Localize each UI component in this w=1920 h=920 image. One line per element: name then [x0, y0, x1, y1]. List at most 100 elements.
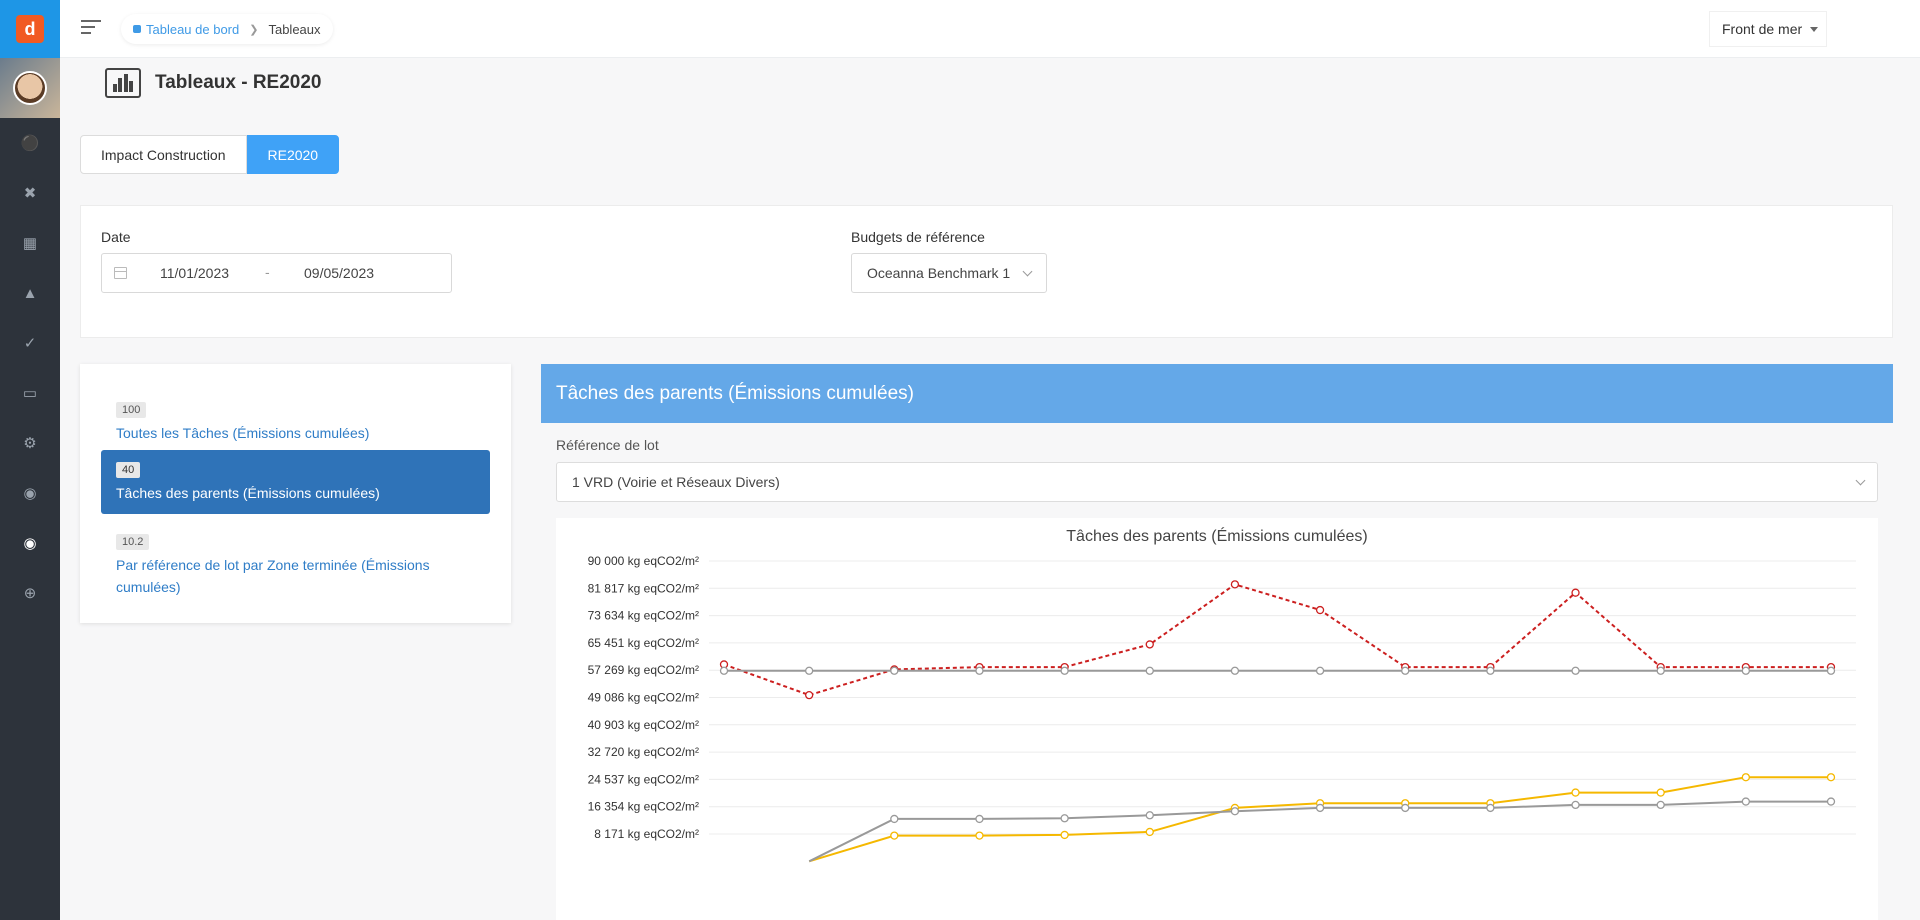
palette-icon[interactable]: ◉ [23, 485, 37, 502]
data-point[interactable] [719, 666, 729, 675]
data-point[interactable] [1571, 588, 1580, 597]
data-point[interactable] [1571, 666, 1580, 675]
data-point[interactable] [1826, 773, 1836, 782]
chevron-down-icon [1022, 266, 1033, 277]
dashboard-icon [133, 25, 141, 33]
budget-select-value: Oceanna Benchmark 1 [867, 265, 1011, 281]
breadcrumb-current: Tableaux [268, 21, 321, 37]
data-point[interactable] [1315, 803, 1325, 813]
line-chart: 90 000 kg eqCO2/m² 81 817 kg eqCO2/m² 73 6… [556, 518, 1878, 920]
y-tick-label: 8 171 kg eqCO2/m² [594, 827, 699, 841]
data-point[interactable] [1145, 811, 1154, 820]
data-point[interactable] [805, 666, 814, 675]
data-point[interactable] [1315, 605, 1325, 615]
sidebar: d ⚫ ✖ ▦ ▲ ✓ ▭ ⚙ ◉ ◉ ⊕ [0, 0, 60, 920]
caret-down-icon [1810, 27, 1818, 32]
tools-icon[interactable]: ✖ [23, 185, 37, 202]
y-tick-label: 32 720 kg eqCO2/m² [588, 745, 699, 759]
date-end-input[interactable] [304, 265, 414, 281]
tree-icon[interactable]: ▲ [22, 284, 38, 302]
lot-reference-select[interactable]: 1 VRD (Voirie et Réseaux Divers) [556, 462, 1878, 502]
data-point[interactable] [1741, 773, 1750, 782]
breadcrumb-home-link[interactable]: Tableau de bord [133, 22, 239, 37]
data-point[interactable] [1145, 827, 1154, 837]
chart-panel: Tâches des parents (Émissions cumulées) … [541, 364, 1893, 920]
plus-circle-icon[interactable]: ⊕ [23, 585, 37, 602]
data-point[interactable] [1230, 666, 1240, 675]
building-icon[interactable]: ▦ [22, 235, 38, 252]
data-point[interactable] [1826, 797, 1836, 806]
report-list: 100 Toutes les Tâches (Émissions cumulée… [80, 364, 511, 623]
data-point[interactable] [1741, 797, 1750, 806]
data-point[interactable] [975, 831, 984, 840]
dashboard-tabs: Impact Construction RE2020 [80, 135, 340, 174]
tab-re2020[interactable]: RE2020 [246, 135, 340, 174]
budget-select[interactable]: Oceanna Benchmark 1 [851, 253, 1047, 293]
gear-icon[interactable]: ⚙ [23, 435, 37, 452]
y-tick-label: 90 000 kg eqCO2/m² [588, 554, 699, 568]
data-point[interactable] [890, 666, 899, 675]
page-title: Tableaux - RE2020 [155, 72, 322, 93]
breadcrumb-home-label: Tableau de bord [146, 21, 240, 37]
data-point[interactable] [1486, 803, 1495, 813]
data-point[interactable] [1656, 788, 1665, 797]
lot-reference-value: 1 VRD (Voirie et Réseaux Divers) [572, 474, 780, 490]
data-point[interactable] [1826, 666, 1836, 675]
date-label: Date [101, 229, 131, 245]
data-point[interactable] [1571, 800, 1580, 810]
data-point[interactable] [890, 814, 899, 824]
data-point[interactable] [975, 814, 984, 824]
site-selector-value: Front de mer [1722, 21, 1803, 37]
report-item-by-lot-zone[interactable]: 10.2 Par référence de lot par Zone termi… [101, 522, 490, 608]
y-tick-label: 65 451 kg eqCO2/m² [588, 636, 699, 650]
briefcase-icon[interactable]: ⚫ [20, 135, 40, 152]
data-point[interactable] [1656, 800, 1665, 810]
data-point[interactable] [890, 831, 899, 840]
y-tick-label: 81 817 kg eqCO2/m² [588, 581, 699, 595]
data-point[interactable] [1145, 666, 1154, 675]
data-point[interactable] [805, 690, 814, 700]
data-point[interactable] [1656, 666, 1665, 675]
top-bar: Tableau de bord ❯ Tableaux Front de mer [60, 0, 1920, 58]
chart-canvas: 90 000 kg eqCO2/m² 81 817 kg eqCO2/m² 73 6… [588, 554, 1856, 863]
data-point[interactable] [1060, 666, 1069, 675]
y-tick-label: 40 903 kg eqCO2/m² [588, 718, 699, 732]
data-point[interactable] [1145, 640, 1154, 649]
sidebar-avatar[interactable] [0, 58, 60, 118]
tab-impact-construction[interactable]: Impact Construction [80, 135, 247, 174]
calendar-icon [114, 267, 127, 279]
date-start-input[interactable] [160, 265, 270, 281]
date-range-picker[interactable]: - [101, 253, 452, 293]
site-selector[interactable]: Front de mer [1709, 11, 1827, 47]
y-tick-label: 57 269 kg eqCO2/m² [588, 663, 699, 677]
data-point[interactable] [1315, 666, 1325, 675]
folder-icon[interactable]: ▭ [22, 385, 38, 402]
chart-icon[interactable]: ◉ [23, 535, 37, 552]
data-point[interactable] [1571, 788, 1580, 797]
data-point[interactable] [1401, 803, 1410, 813]
avatar-face [13, 71, 47, 105]
data-point[interactable] [1486, 666, 1495, 675]
y-tick-label: 16 354 kg eqCO2/m² [588, 800, 699, 814]
menu-toggle-icon[interactable] [81, 20, 101, 34]
report-item-parent-tasks[interactable]: 40 Tâches des parents (Émissions cumulée… [101, 450, 490, 514]
data-point[interactable] [1060, 830, 1069, 840]
report-badge: 100 [116, 402, 147, 418]
chart-title: Tâches des parents (Émissions cumulées) [1066, 528, 1368, 545]
chevron-down-icon [1855, 475, 1866, 486]
data-point[interactable] [1060, 814, 1069, 823]
report-label: Toutes les Tâches (Émissions cumulées) [116, 425, 370, 441]
data-point[interactable] [1741, 666, 1750, 675]
data-point[interactable] [1230, 807, 1240, 816]
data-point[interactable] [1230, 580, 1240, 589]
chevron-right-icon: ❯ [249, 23, 259, 36]
logo-letter: d [16, 15, 44, 43]
chart-panel-header: Tâches des parents (Émissions cumulées) [541, 364, 1893, 423]
report-item-all-tasks[interactable]: 100 Toutes les Tâches (Émissions cumulée… [101, 390, 490, 454]
lot-reference-label: Référence de lot [556, 437, 659, 453]
app-logo[interactable]: d [0, 0, 60, 58]
report-label: Tâches des parents (Émissions cumulées) [116, 485, 380, 501]
data-point[interactable] [1401, 666, 1410, 675]
data-point[interactable] [975, 666, 984, 675]
check-icon[interactable]: ✓ [23, 335, 37, 352]
